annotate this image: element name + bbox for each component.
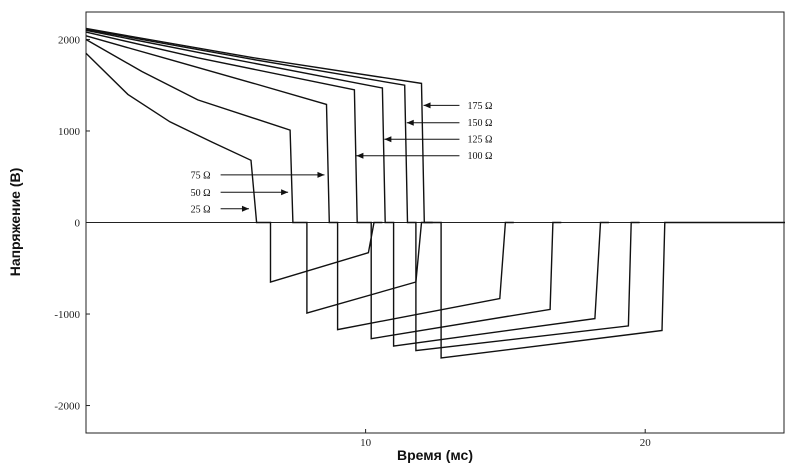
- series-label: 150 Ω: [467, 118, 492, 129]
- y-tick-label: -1000: [54, 309, 80, 321]
- y-tick-label: 1000: [58, 126, 81, 138]
- series-line-3: [85, 35, 514, 331]
- arrow-head: [317, 171, 325, 178]
- arrow-head: [241, 205, 249, 212]
- y-tick-label: 2000: [58, 34, 81, 46]
- x-tick-label: 20: [640, 437, 652, 449]
- series-label: 125 Ω: [467, 135, 492, 146]
- series-line-7: [85, 27, 785, 359]
- series-line-2: [85, 38, 433, 315]
- series-line-4: [85, 31, 562, 340]
- series-label: 50 Ω: [191, 188, 211, 199]
- series-line-6: [85, 28, 640, 352]
- x-axis-title: Время (мс): [397, 447, 473, 463]
- axis-ticks: 2000 1000 0 -1000 -2000 10 20: [54, 34, 651, 449]
- arrow-head: [384, 136, 392, 143]
- series-line-5: [85, 29, 609, 347]
- series-label: 100 Ω: [467, 151, 492, 162]
- series-label: 175 Ω: [467, 101, 492, 112]
- series-line-1: [85, 52, 383, 283]
- series-label: 25 Ω: [191, 204, 211, 215]
- arrow-head: [423, 102, 431, 109]
- x-tick-label: 10: [360, 437, 372, 449]
- y-axis-title: Напряжение (В): [7, 168, 23, 277]
- y-tick-label: -2000: [54, 401, 80, 413]
- y-tick-label: 0: [75, 218, 81, 230]
- series-label: 75 Ω: [191, 170, 211, 181]
- series-annotations: 25 Ω 50 Ω 75 Ω 100 Ω 125 Ω 150 Ω 175 Ω: [191, 101, 493, 215]
- arrow-head: [356, 152, 364, 159]
- series-group: [85, 27, 785, 359]
- arrow-head: [281, 189, 289, 196]
- arrow-head: [406, 119, 414, 126]
